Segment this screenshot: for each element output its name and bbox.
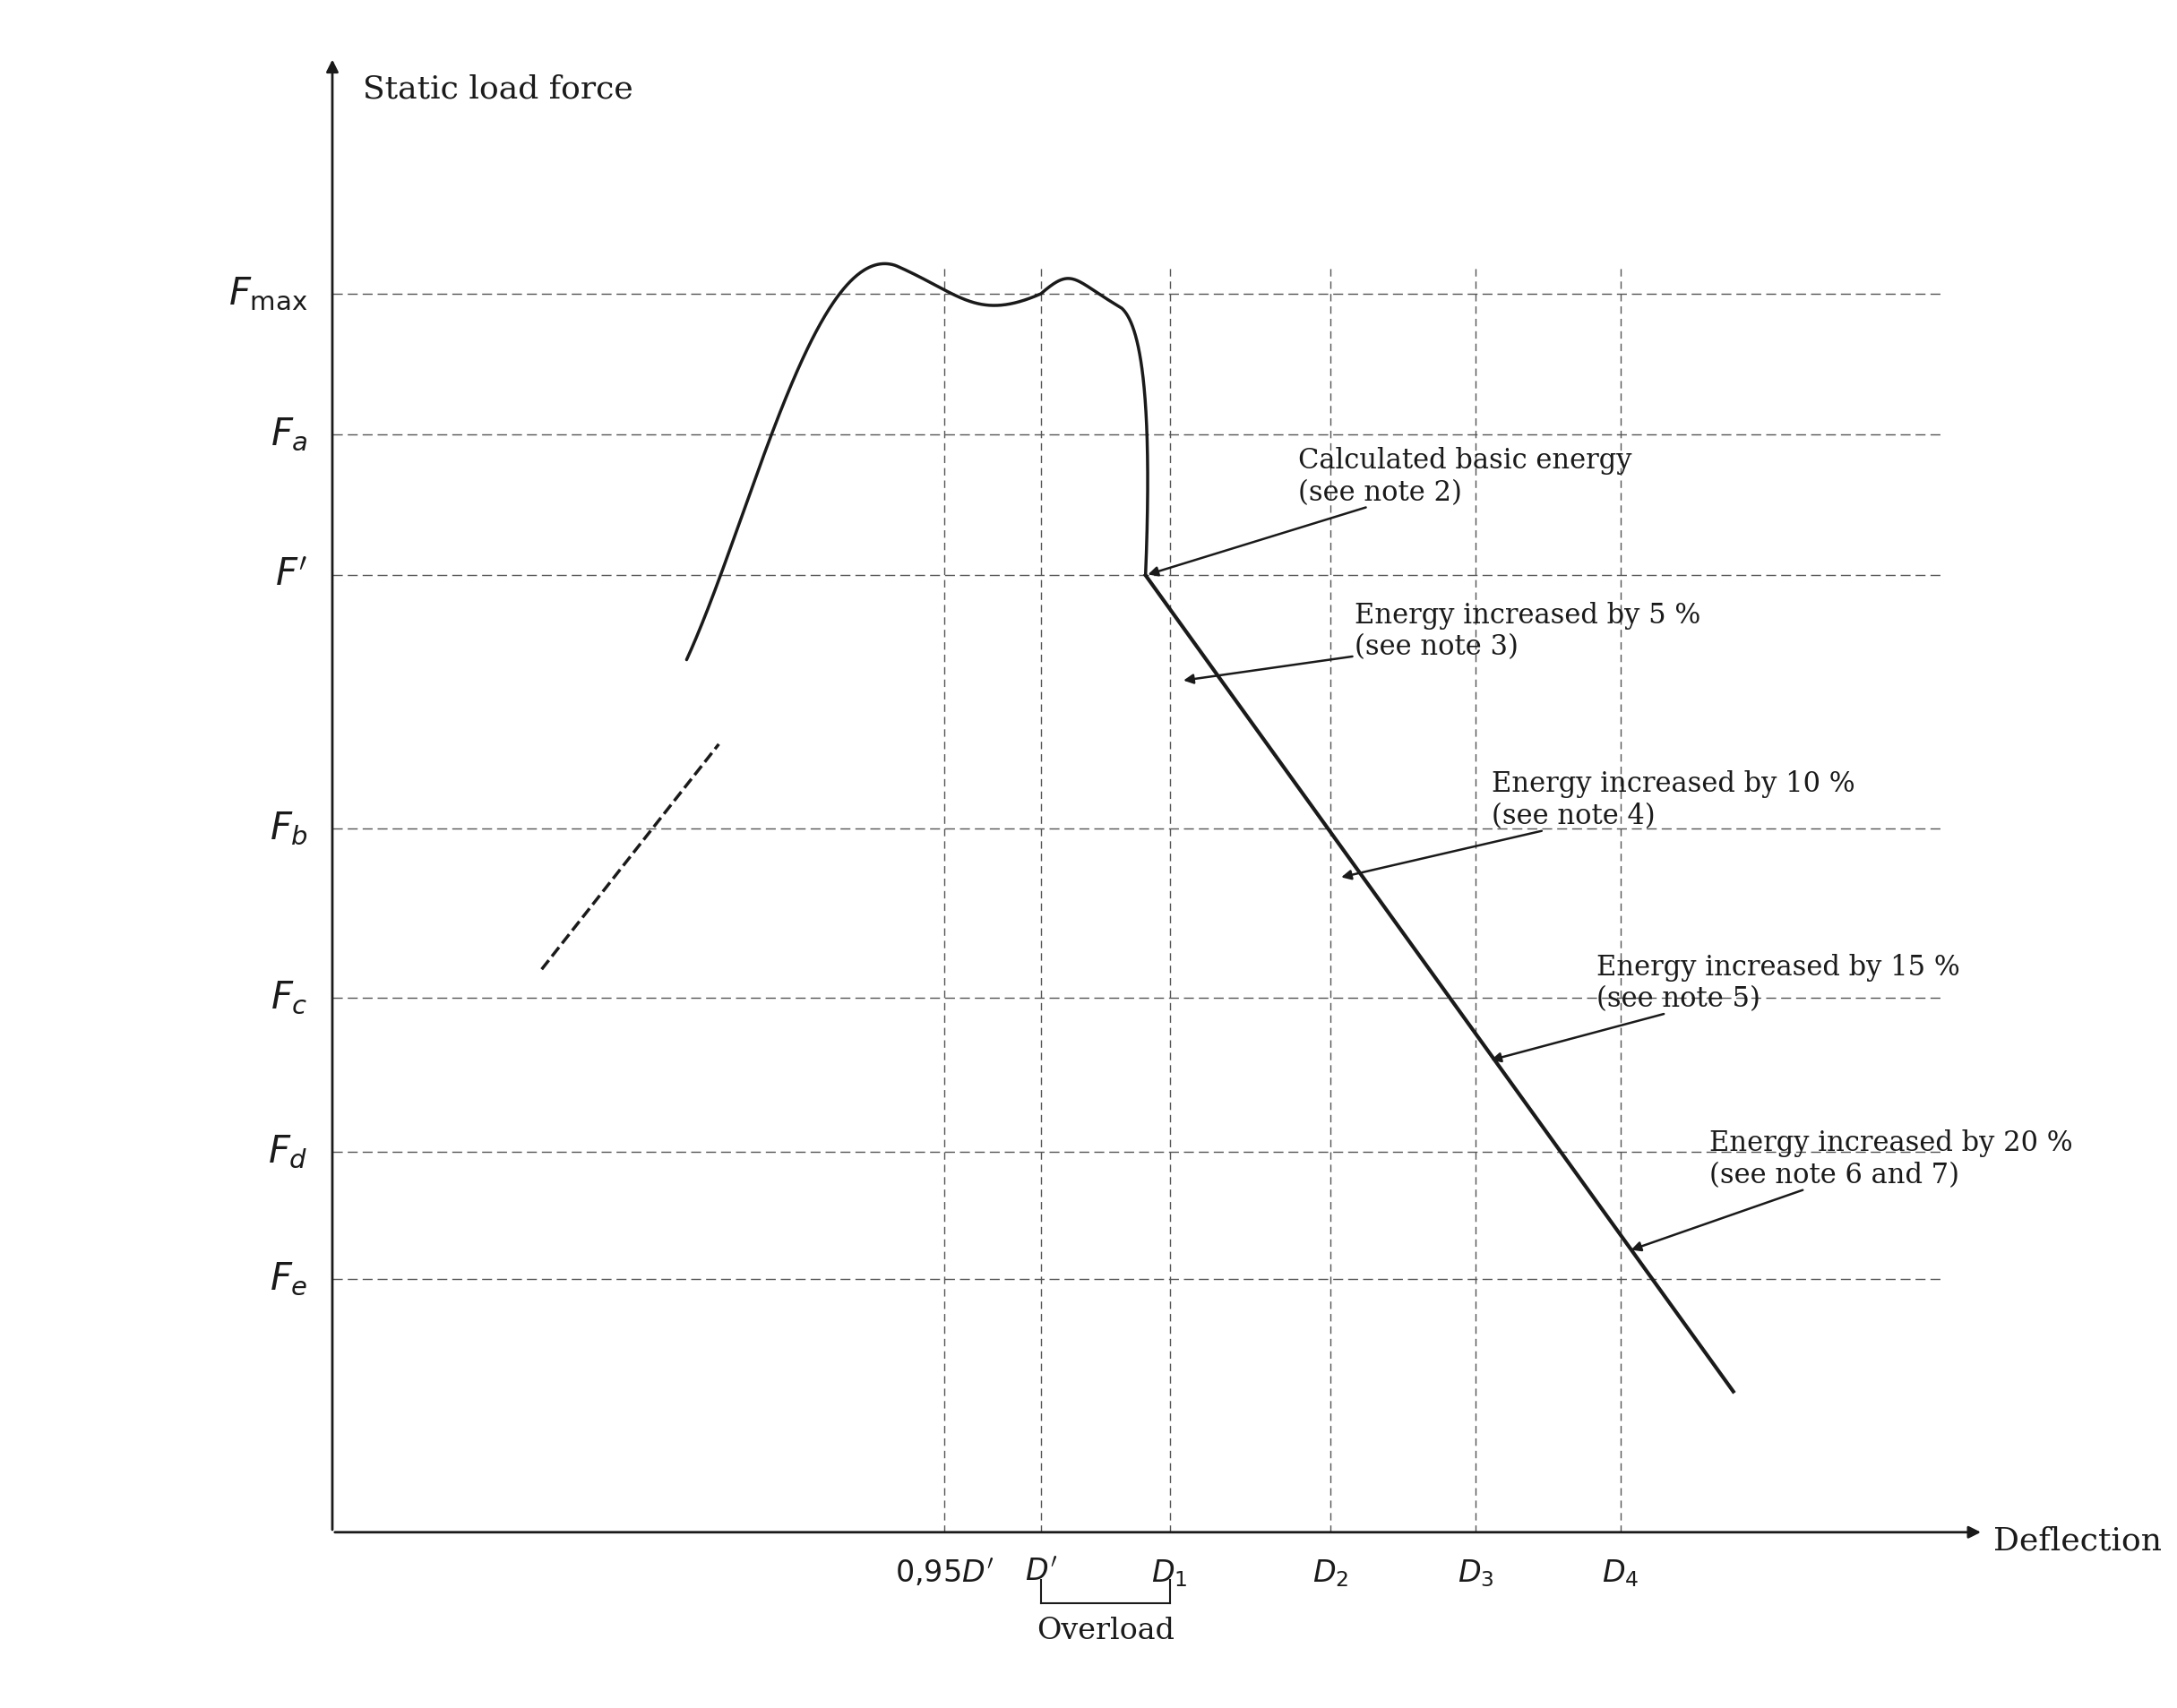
Text: $D_3$: $D_3$: [1456, 1558, 1493, 1588]
Text: $D'$: $D'$: [1025, 1558, 1058, 1587]
Text: Energy increased by 10 %
(see note 4): Energy increased by 10 % (see note 4): [1343, 770, 1855, 880]
Text: $F_{d}$: $F_{d}$: [268, 1134, 307, 1172]
Text: $F_{\mathrm{max}}$: $F_{\mathrm{max}}$: [229, 275, 307, 313]
Text: Deflection: Deflection: [1994, 1525, 2162, 1556]
Text: $D_2$: $D_2$: [1313, 1558, 1350, 1588]
Text: $F'$: $F'$: [274, 557, 307, 594]
Text: $F_{b}$: $F_{b}$: [270, 810, 307, 847]
Text: Energy increased by 20 %
(see note 6 and 7): Energy increased by 20 % (see note 6 and…: [1633, 1129, 2073, 1250]
Text: Static load force: Static load force: [364, 73, 634, 104]
Text: Calculated basic energy
(see note 2): Calculated basic energy (see note 2): [1149, 447, 1633, 576]
Text: $D_1$: $D_1$: [1152, 1558, 1189, 1588]
Text: Energy increased by 15 %
(see note 5): Energy increased by 15 % (see note 5): [1493, 953, 1959, 1061]
Text: Overload: Overload: [1036, 1617, 1173, 1647]
Text: $F_{e}$: $F_{e}$: [270, 1261, 307, 1298]
Text: Energy increased by 5 %
(see note 3): Energy increased by 5 % (see note 3): [1186, 601, 1700, 683]
Text: $0{,}95D'$: $0{,}95D'$: [895, 1558, 993, 1588]
Text: $D_4$: $D_4$: [1602, 1558, 1639, 1588]
Text: $F_{a}$: $F_{a}$: [270, 415, 307, 453]
Text: $F_{c}$: $F_{c}$: [270, 979, 307, 1016]
